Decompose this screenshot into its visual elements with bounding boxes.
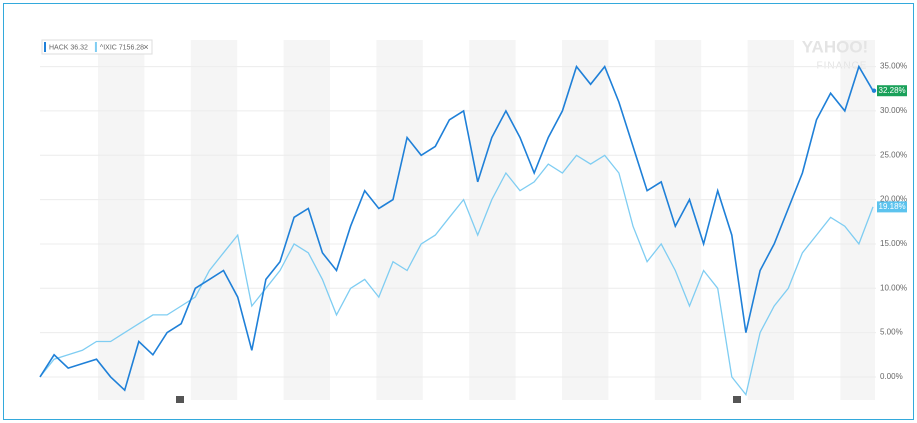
watermark: YAHOO! [802,37,868,56]
month-band [469,40,516,400]
end-dot [871,88,877,93]
legend-entry: ^IXIC 7156.28 [100,44,144,51]
month-band [747,40,794,400]
y-tick-label: 5.00% [880,328,903,337]
event-marker[interactable] [733,396,741,403]
month-band [190,40,238,400]
y-tick-label: 30.00% [880,106,907,115]
end-label-box [877,85,907,97]
y-tick-label: 25.00% [880,150,907,159]
y-tick-label: 0.00% [880,372,903,381]
y-tick-label: 35.00% [880,62,907,71]
month-band [376,40,423,400]
end-label-box [877,201,907,213]
month-band [98,40,145,400]
legend [41,39,153,55]
y-tick-label: 20.00% [880,195,907,204]
month-bands [98,40,875,400]
y-tick-label: 10.00% [880,283,907,292]
event-marker[interactable] [176,396,184,403]
series-line [39,154,874,397]
legend-swatch [44,42,46,52]
end-label: 32.28% [879,86,906,95]
month-band [562,40,609,400]
month-band [283,40,330,400]
legend-close[interactable]: × [143,42,148,52]
y-tick-label: 15.00% [880,239,907,248]
series-line [39,64,874,392]
month-band [840,40,875,400]
legend-entry: HACK 36.32 [49,44,88,51]
end-label: 19.18% [879,202,906,211]
legend-swatch [94,42,97,52]
